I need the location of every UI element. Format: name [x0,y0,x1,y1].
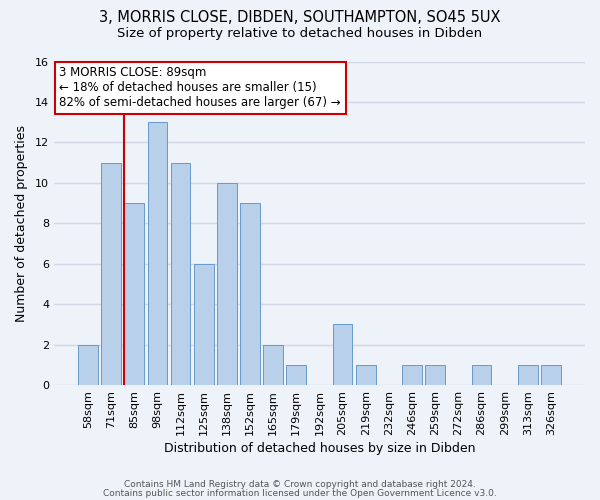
Text: Contains HM Land Registry data © Crown copyright and database right 2024.: Contains HM Land Registry data © Crown c… [124,480,476,489]
Bar [217,183,236,385]
Bar [425,365,445,385]
Bar [333,324,352,385]
Text: Contains public sector information licensed under the Open Government Licence v3: Contains public sector information licen… [103,488,497,498]
Bar [541,365,561,385]
Bar [356,365,376,385]
Bar [148,122,167,385]
Bar [101,162,121,385]
Bar [286,365,306,385]
Bar [402,365,422,385]
Text: Size of property relative to detached houses in Dibden: Size of property relative to detached ho… [118,28,482,40]
Bar [194,264,214,385]
Bar [240,203,260,385]
Bar [170,162,190,385]
X-axis label: Distribution of detached houses by size in Dibden: Distribution of detached houses by size … [164,442,475,455]
Bar [124,203,144,385]
Text: 3 MORRIS CLOSE: 89sqm
← 18% of detached houses are smaller (15)
82% of semi-deta: 3 MORRIS CLOSE: 89sqm ← 18% of detached … [59,66,341,110]
Y-axis label: Number of detached properties: Number of detached properties [15,125,28,322]
Bar [518,365,538,385]
Bar [78,344,98,385]
Bar [263,344,283,385]
Text: 3, MORRIS CLOSE, DIBDEN, SOUTHAMPTON, SO45 5UX: 3, MORRIS CLOSE, DIBDEN, SOUTHAMPTON, SO… [99,10,501,25]
Bar [472,365,491,385]
